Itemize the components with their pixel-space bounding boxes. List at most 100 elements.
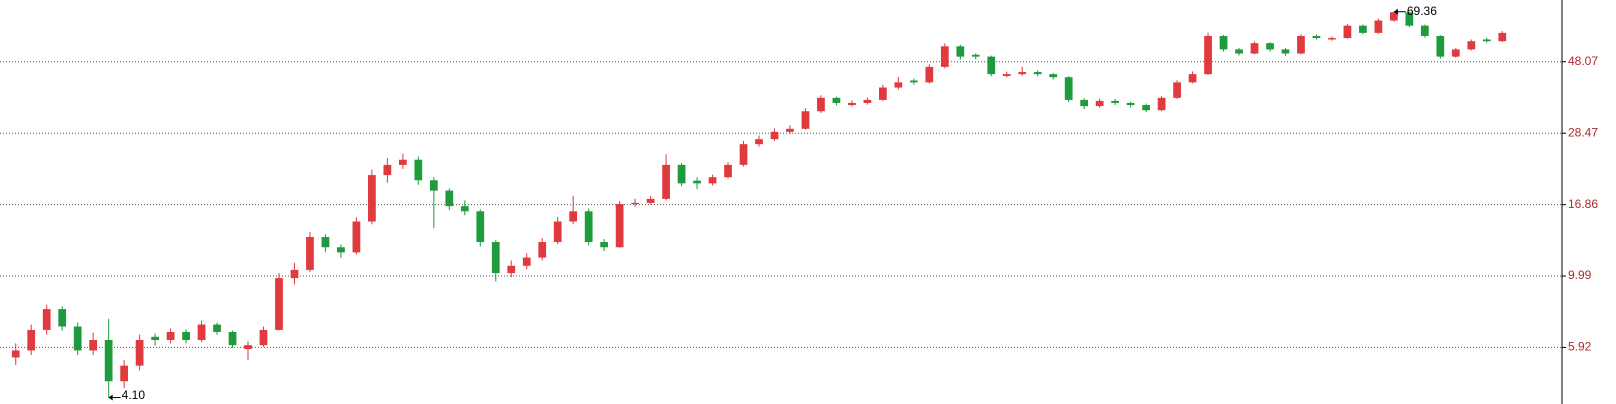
candle-body	[1467, 41, 1476, 50]
candle-body	[135, 340, 144, 366]
candle-body	[1266, 43, 1274, 50]
candle-body	[1482, 39, 1491, 42]
candle-body	[1033, 72, 1042, 75]
candle-body	[213, 324, 221, 332]
candle-body	[662, 164, 670, 199]
candle-body	[429, 180, 438, 191]
candle-body	[755, 139, 763, 145]
candle-body	[73, 326, 82, 351]
candle-body	[1018, 72, 1027, 75]
candle-body	[1281, 49, 1290, 54]
candle-body	[770, 131, 779, 140]
candle-body	[1157, 97, 1166, 111]
candle-body	[677, 164, 686, 184]
candle-body	[848, 102, 856, 106]
candle-body	[104, 340, 113, 382]
candle-body	[1002, 74, 1011, 77]
candle-body	[244, 345, 252, 350]
candle-body	[259, 329, 268, 346]
candle-body	[786, 128, 794, 132]
candle-body	[724, 164, 732, 178]
candle-body	[1219, 35, 1228, 50]
candle-body	[445, 190, 454, 207]
candle-body	[27, 329, 36, 351]
candle-body	[1420, 25, 1429, 36]
candle-body	[1451, 49, 1460, 57]
candle-body	[1080, 99, 1089, 107]
candle-body	[894, 82, 903, 88]
candle-body	[491, 242, 500, 274]
candle-body	[1436, 35, 1445, 57]
candle-body	[182, 331, 190, 341]
candle-body	[151, 336, 159, 341]
candle-body	[1297, 35, 1305, 54]
candle-body	[631, 202, 639, 205]
candle-body	[460, 206, 469, 212]
candle-body	[1359, 25, 1367, 33]
candle-body	[414, 159, 423, 181]
candle-body	[1188, 74, 1197, 83]
candle-body	[1173, 82, 1181, 98]
candle-body	[1111, 100, 1120, 103]
candle-body	[1250, 43, 1259, 54]
candle-body	[321, 237, 330, 248]
candle-body	[956, 46, 965, 57]
annotation-arrowhead	[1393, 8, 1398, 15]
candle-body	[337, 247, 345, 253]
candle-body	[600, 242, 609, 248]
candle-body	[584, 211, 593, 243]
y-tick-label: 16.86	[1568, 197, 1598, 211]
y-tick-label: 9.99	[1568, 268, 1592, 282]
candle-body	[553, 221, 562, 243]
candle-body	[11, 350, 20, 358]
annotation-label: 69.36	[1407, 4, 1437, 18]
y-tick-label: 28.47	[1568, 125, 1598, 139]
candle-body	[89, 340, 98, 351]
candle-body	[832, 97, 841, 103]
candle-body	[863, 99, 872, 103]
candle-body	[1498, 32, 1507, 42]
candle-body	[398, 159, 407, 165]
candle-body	[1235, 49, 1243, 54]
candle-body	[352, 221, 361, 253]
candle-body	[987, 56, 996, 75]
candle-body	[522, 257, 531, 266]
candle-body	[1049, 74, 1058, 78]
candle-body	[569, 211, 578, 222]
candle-body	[1312, 35, 1321, 39]
candle-body	[708, 177, 717, 184]
candle-body	[817, 97, 825, 112]
candle-body	[940, 46, 949, 67]
candle-body	[925, 66, 934, 83]
candle-body	[879, 87, 887, 100]
candle-body	[1374, 20, 1383, 33]
candle-body	[1095, 100, 1104, 107]
candle-body	[1142, 105, 1150, 111]
candle-body	[42, 309, 51, 330]
candle-body	[290, 269, 299, 279]
y-tick-label: 5.92	[1568, 340, 1592, 354]
candle-body	[1126, 102, 1135, 106]
annotation-label: 4.10	[122, 388, 146, 402]
candle-body	[1343, 25, 1352, 39]
candle-body	[383, 164, 392, 176]
candle-body	[971, 54, 980, 57]
candle-body	[58, 309, 67, 327]
candle-body	[197, 324, 206, 341]
candle-body	[368, 175, 376, 222]
candle-body	[275, 278, 283, 330]
candle-body	[739, 144, 748, 165]
candle-body	[306, 237, 314, 270]
candle-body	[1389, 12, 1398, 21]
candle-body	[615, 204, 624, 248]
candle-body	[476, 211, 485, 243]
candle-body	[1328, 38, 1336, 40]
candle-body	[120, 365, 129, 382]
candle-body	[228, 331, 237, 346]
candle-body	[1204, 35, 1212, 75]
candle-body	[693, 180, 701, 184]
candle-body	[1064, 77, 1073, 100]
